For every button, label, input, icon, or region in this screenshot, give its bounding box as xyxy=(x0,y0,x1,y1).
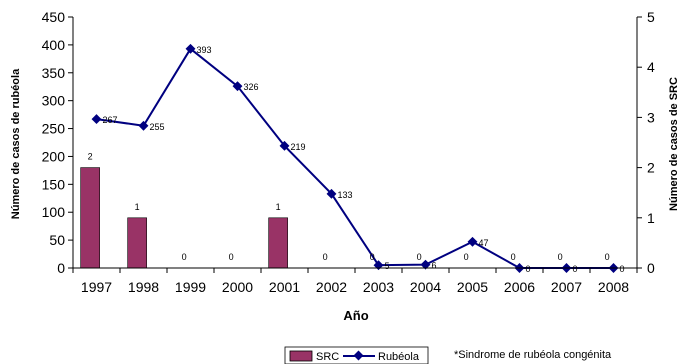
line-data-label: 5 xyxy=(385,261,390,271)
legend-label-src: SRC xyxy=(316,351,339,363)
y-tick-label: 100 xyxy=(42,204,66,220)
bar-data-label: 0 xyxy=(370,252,375,262)
bar-data-label: 0 xyxy=(323,252,328,262)
y2-tick-label: 5 xyxy=(647,9,655,25)
bar-data-label: 0 xyxy=(605,252,610,262)
y2-tick-label: 2 xyxy=(647,160,655,176)
bar-data-label: 1 xyxy=(276,202,281,212)
bar-src xyxy=(81,168,100,268)
bar-data-label: 0 xyxy=(229,252,234,262)
x-tick-label: 1998 xyxy=(128,279,159,295)
x-tick-label: 2006 xyxy=(504,279,535,295)
y2-tick-label: 1 xyxy=(647,210,655,226)
bar-data-label: 0 xyxy=(182,252,187,262)
y-tick-label: 50 xyxy=(49,232,65,248)
y-tick-label: 250 xyxy=(42,121,66,137)
line-data-label: 47 xyxy=(479,238,489,248)
x-tick-label: 1999 xyxy=(175,279,206,295)
line-data-label: 133 xyxy=(338,190,353,200)
bar-data-label: 2 xyxy=(88,152,93,162)
bar-data-label: 0 xyxy=(511,252,516,262)
y-tick-label: 450 xyxy=(42,9,66,25)
x-tick-label: 2007 xyxy=(551,279,582,295)
x-tick-label: 2005 xyxy=(457,279,488,295)
line-data-label: 326 xyxy=(244,82,259,92)
point-rubeola xyxy=(139,121,149,131)
y-tick-label: 300 xyxy=(42,93,66,109)
line-data-label: 219 xyxy=(291,142,306,152)
x-tick-label: 2008 xyxy=(598,279,629,295)
bar-data-label: 0 xyxy=(464,252,469,262)
legend: SRC Rubéola xyxy=(285,347,428,364)
y-axis-title: Número de casos de rubéola xyxy=(10,68,22,219)
bar-data-label: 0 xyxy=(417,252,422,262)
line-data-label: 255 xyxy=(150,122,165,132)
y2-tick-label: 0 xyxy=(647,260,655,276)
bar-data-label: 0 xyxy=(558,252,563,262)
bar-data-label: 1 xyxy=(135,202,140,212)
x-tick-label: 2004 xyxy=(410,279,441,295)
y-tick-label: 200 xyxy=(42,148,66,164)
legend-swatch-src xyxy=(290,351,312,361)
line-data-label: 0 xyxy=(620,264,625,274)
bar-src xyxy=(128,218,147,268)
line-data-label: 267 xyxy=(103,115,118,125)
x-tick-label: 2001 xyxy=(269,279,300,295)
line-data-label: 6 xyxy=(432,261,437,271)
line-data-label: 393 xyxy=(197,45,212,55)
y2-tick-label: 4 xyxy=(647,59,655,75)
legend-label-rubeola: Rubéola xyxy=(378,351,420,363)
y2-tick-label: 3 xyxy=(647,109,655,125)
y2-axis-title: Número de casos de SRC xyxy=(668,77,680,211)
line-rubeola xyxy=(97,49,614,268)
y-tick-label: 150 xyxy=(42,176,66,192)
bar-src xyxy=(269,218,288,268)
x-tick-label: 2000 xyxy=(222,279,253,295)
y-tick-label: 0 xyxy=(57,260,65,276)
x-tick-label: 2003 xyxy=(363,279,394,295)
y-tick-label: 350 xyxy=(42,65,66,81)
x-tick-label: 1997 xyxy=(81,279,112,295)
point-rubeola xyxy=(468,237,478,247)
line-data-label: 0 xyxy=(526,264,531,274)
footnote: *Sindrome de rubéola congénita xyxy=(454,349,612,361)
line-data-label: 0 xyxy=(573,264,578,274)
point-rubeola xyxy=(92,114,102,124)
y-tick-label: 400 xyxy=(42,37,66,53)
x-axis-title: Año xyxy=(343,308,368,323)
x-tick-label: 2002 xyxy=(316,279,347,295)
